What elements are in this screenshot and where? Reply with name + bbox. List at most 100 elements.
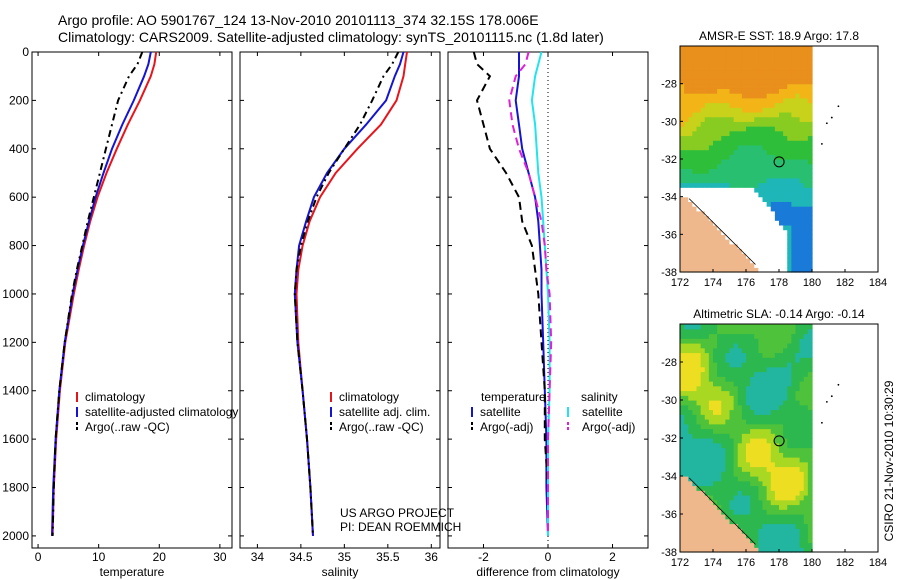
sst_map-cell: [795, 50, 801, 57]
sst_map-cell: [684, 55, 689, 61]
sst_map-cell: [684, 253, 689, 259]
sla_map-cell: [803, 480, 809, 487]
sst_map-cell: [733, 210, 739, 217]
sst_map-cell: [762, 215, 768, 221]
sst_map-cell: [729, 121, 735, 127]
sst_map-cell: [741, 215, 747, 221]
sst_map-cell: [795, 248, 801, 254]
sst_map-cell: [758, 97, 764, 104]
sst_map-cell: [741, 182, 747, 188]
sla_map-cell: [762, 376, 768, 382]
sla_map-cell: [741, 528, 747, 534]
sst_map-cell: [700, 83, 706, 89]
sla_map-cell: [774, 438, 780, 444]
sla_map-cell: [799, 537, 805, 544]
sla_map-cell: [807, 385, 813, 392]
sst_map-cell: [733, 267, 739, 273]
sst_map-cell: [708, 140, 714, 146]
sla_map-cell: [696, 542, 702, 548]
sst_map-cell: [688, 102, 693, 108]
sst_map-cell: [774, 248, 780, 254]
sst_map-cell: [807, 257, 813, 264]
sst_map-cell: [787, 107, 792, 113]
sst_map-cell: [762, 78, 768, 85]
sst_map-cell: [791, 187, 797, 193]
sst_map-cell: [758, 60, 764, 66]
sst_map-cell: [717, 83, 722, 89]
sst_map-cell: [708, 257, 714, 264]
sst_map-cell: [807, 130, 813, 137]
sst_map-cell: [700, 201, 706, 207]
sla_map-cell: [758, 333, 764, 339]
sla_map-cell: [713, 371, 718, 377]
sla_map-cell: [783, 447, 788, 453]
sla_map-cell: [803, 495, 809, 501]
sst_map-cell: [750, 215, 755, 221]
sst_map-cell: [779, 177, 784, 184]
sst_map-cell: [791, 224, 797, 231]
sst_map-cell: [708, 267, 714, 273]
sla_map-cell: [692, 404, 698, 411]
sla_map-cell: [696, 357, 702, 363]
sst_map-cell: [680, 239, 685, 245]
sst_map-cell: [680, 257, 685, 264]
sla_map-cell: [721, 328, 726, 335]
sst_map-cell: [704, 159, 710, 165]
sla_map-cell: [729, 504, 735, 510]
sla_map-cell: [680, 537, 685, 544]
sst_map-cell: [795, 64, 801, 71]
sst_map-cell: [688, 239, 693, 245]
sst_map-cell: [692, 243, 698, 250]
sst_map-cell: [721, 55, 726, 61]
sst_map-cell: [684, 177, 689, 184]
sst_map-cell: [708, 239, 714, 245]
sst_map-cell: [725, 97, 731, 104]
sla_map-cell: [737, 352, 743, 358]
sla_map-cell: [791, 542, 797, 548]
sst_map-cell: [754, 116, 759, 122]
sla_map-cell: [737, 357, 743, 363]
sst_map-x-tick-label: 182: [836, 277, 854, 289]
sla_map-cell: [684, 338, 689, 344]
sst_map-cell: [803, 215, 809, 221]
sst_map-cell: [795, 201, 801, 207]
sst_map-cell: [741, 168, 747, 174]
sla_map-cell: [803, 504, 809, 510]
sla_map-cell: [680, 409, 685, 415]
sla_map-cell: [803, 419, 809, 425]
sst_map-panel: 172 174 176 178 180 182 184-28-30-32-34-36-38A…: [661, 29, 887, 289]
y-tick-label: 400: [9, 142, 29, 156]
sst_map-cell: [746, 173, 751, 179]
sst_map-cell: [754, 149, 759, 155]
sla_map-cell: [758, 447, 764, 453]
sla_map-cell: [746, 514, 751, 520]
sla_map-cell: [766, 414, 772, 420]
sst_map-cell: [700, 74, 706, 80]
sla_map-cell: [713, 362, 718, 368]
sla_map-cell: [708, 547, 714, 553]
sst_map-cell: [791, 253, 797, 259]
sla_map-cell: [779, 476, 784, 482]
sla_map-cell: [762, 385, 768, 392]
sla_map-cell: [787, 547, 792, 553]
sla_map-cell: [799, 428, 805, 434]
sst_map-cell: [729, 97, 735, 104]
sst_map-cell: [799, 60, 805, 66]
sst_map-cell: [741, 111, 747, 118]
sst_map-cell: [696, 144, 702, 151]
sla_map-cell: [787, 533, 792, 539]
sst_map-cell: [779, 229, 784, 235]
sst_map-cell: [766, 210, 772, 217]
sla_map-cell: [684, 485, 689, 491]
sla_map-cell: [692, 528, 698, 534]
sla_map-cell: [803, 542, 809, 548]
sst_map-cell: [733, 55, 739, 61]
sla_map-cell: [754, 362, 759, 368]
sst_map-cell: [779, 93, 784, 99]
sla_map-cell: [688, 371, 693, 377]
sst_map-cell: [680, 168, 685, 174]
sla_map-cell: [688, 476, 693, 482]
sst_map-cell: [704, 224, 710, 231]
sla_map-cell: [746, 423, 751, 430]
